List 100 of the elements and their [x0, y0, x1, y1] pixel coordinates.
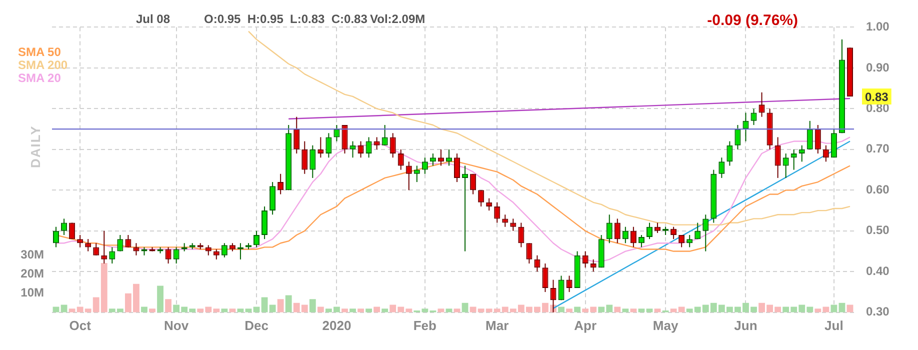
candlestick — [750, 108, 757, 126]
candlestick — [374, 136, 380, 150]
x-tick-label: Mar — [486, 318, 509, 333]
candlestick — [117, 234, 124, 252]
candlestick — [590, 258, 596, 272]
candlestick — [53, 226, 60, 248]
bar — [277, 299, 284, 312]
y2-tick-label: 20M — [20, 266, 44, 281]
bar — [221, 308, 228, 312]
candlestick — [558, 275, 564, 301]
candlestick — [470, 173, 476, 195]
bar — [141, 306, 148, 312]
candlestick — [702, 214, 709, 252]
candlestick — [606, 214, 612, 244]
candlestick — [806, 120, 813, 150]
y-tick-label: 0.30 — [866, 304, 890, 319]
candlestick — [774, 136, 781, 178]
candlestick — [61, 218, 68, 236]
bar — [309, 299, 316, 312]
candlestick — [510, 218, 516, 232]
candlestick — [494, 202, 500, 224]
candlestick — [718, 157, 725, 178]
text: O:0.95 H:0.95 L:0.83 C:0.83 — [204, 12, 368, 26]
bar — [558, 306, 564, 312]
bar — [566, 308, 572, 312]
bar — [157, 286, 164, 312]
bar — [382, 308, 388, 312]
candlestick — [294, 116, 300, 154]
candlestick — [670, 226, 677, 240]
candlestick — [614, 218, 620, 244]
candlestick — [518, 222, 524, 248]
candlestick — [694, 222, 701, 240]
candlestick — [262, 206, 268, 240]
x-tick-label: Feb — [413, 318, 437, 333]
bar — [52, 306, 60, 312]
candlestick — [133, 242, 140, 256]
bar — [622, 308, 629, 312]
candlestick — [390, 132, 396, 158]
candlestick — [382, 124, 388, 146]
annotation: -0.09 (9.76%) — [707, 12, 798, 29]
bar — [253, 306, 260, 312]
text: SMA 200 — [18, 58, 68, 72]
candlestick — [822, 144, 829, 162]
candlestick — [334, 124, 340, 142]
y-tick-label: 0.90 — [866, 60, 890, 74]
candlestick — [734, 124, 741, 150]
x-tick-label: Nov — [164, 318, 190, 333]
candlestick — [798, 144, 805, 162]
y-tick-label: 0.60 — [866, 182, 890, 196]
candlestick — [85, 238, 92, 252]
candlestick — [686, 234, 693, 248]
bar — [149, 308, 156, 312]
x-tick-label: Dec — [244, 318, 268, 333]
text: 0.83 — [865, 90, 889, 104]
candlestick — [526, 242, 532, 264]
candlestick — [582, 250, 588, 268]
bar — [285, 295, 292, 312]
candlestick — [350, 140, 356, 158]
candlestick — [814, 124, 821, 154]
x-tick-label: Jul — [824, 318, 844, 333]
text: SMA 50 — [18, 45, 62, 59]
candlestick — [678, 234, 685, 248]
bar — [366, 308, 372, 312]
bar — [574, 306, 581, 312]
candlestick — [173, 246, 180, 264]
candlestick — [422, 157, 428, 174]
candlestick — [213, 248, 220, 260]
candlestick — [830, 128, 837, 158]
candlestick — [205, 244, 212, 256]
candlestick — [654, 222, 661, 234]
candlestick — [109, 246, 116, 264]
bar — [350, 308, 356, 312]
candlestick — [742, 112, 749, 142]
y-tick-label: 0.40 — [866, 264, 890, 278]
bar — [165, 299, 172, 312]
y2-tick-label: 10M — [20, 286, 44, 300]
x-tick-label: Oct — [69, 318, 92, 333]
x-tick-label: Apr — [574, 318, 597, 333]
bar — [317, 306, 324, 312]
candlestick — [366, 136, 372, 158]
bar — [630, 308, 637, 312]
candlestick — [454, 153, 460, 183]
y-tick-label: 0.50 — [866, 223, 890, 238]
text: Vol:2.09M — [370, 12, 426, 26]
candlestick — [125, 234, 132, 248]
candlestick — [221, 242, 228, 258]
candlestick — [438, 148, 444, 166]
candlestick — [534, 254, 540, 272]
candlestick — [566, 275, 572, 293]
candlestick — [430, 153, 436, 166]
candlestick — [630, 226, 636, 248]
candlestick — [462, 165, 468, 252]
bar — [269, 304, 276, 312]
candlestick — [310, 144, 316, 178]
candlestick — [758, 92, 765, 118]
candlestick — [446, 148, 452, 166]
candlestick — [542, 263, 548, 293]
candlestick — [278, 173, 284, 195]
x-tick-label: 2020 — [322, 318, 352, 333]
candlestick — [342, 124, 348, 154]
